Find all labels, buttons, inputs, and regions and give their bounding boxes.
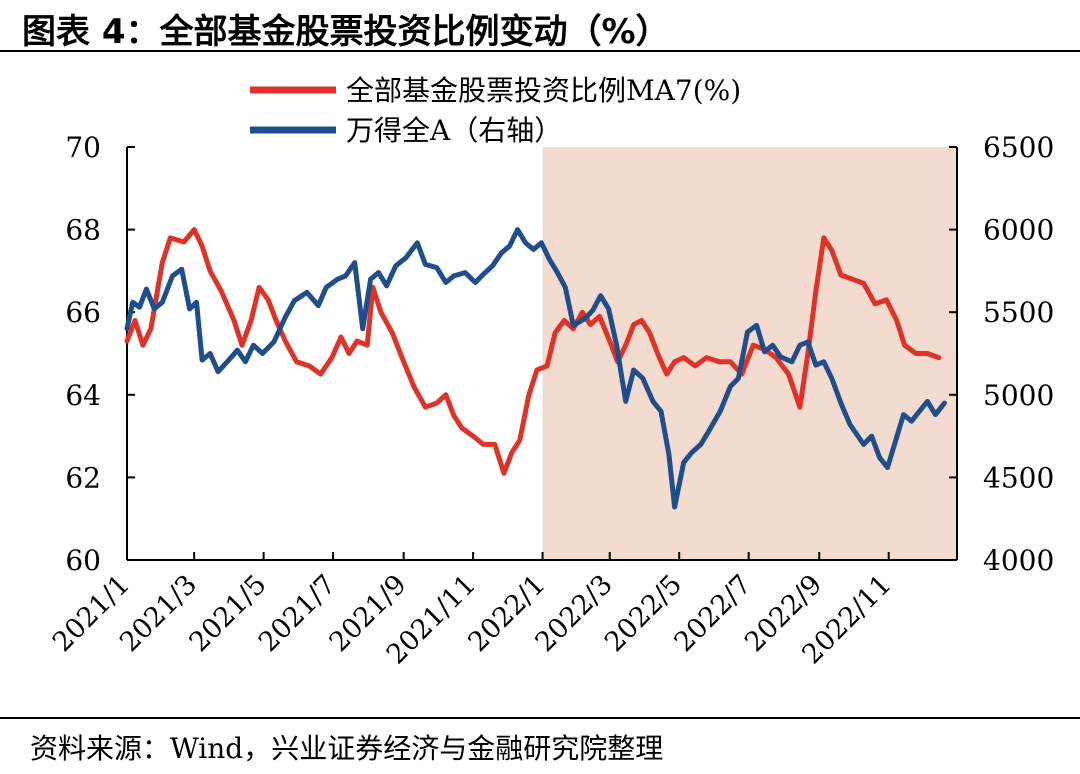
legend-label: 万得全A（右轴） — [346, 114, 562, 147]
x-tick-label: 2021/5 — [183, 569, 272, 658]
left-tick-label: 68 — [65, 214, 101, 247]
left-tick-label: 66 — [65, 296, 101, 329]
x-tick-label: 2022/7 — [669, 569, 758, 658]
fund-equity-ratio-line — [124, 227, 942, 476]
right-tick-label: 6000 — [983, 214, 1054, 247]
left-tick-label: 64 — [65, 379, 101, 412]
figure-title: 图表 4：全部基金股票投资比例变动（%） — [22, 12, 670, 52]
source-note: 资料来源：Wind，兴业证券经济与金融研究院整理 — [30, 732, 664, 765]
left-tick-label: 70 — [65, 131, 101, 164]
x-tick-label: 2021/7 — [253, 569, 342, 658]
title-rule — [0, 50, 1080, 52]
right-tick-label: 6500 — [983, 131, 1054, 164]
left-tick-label: 62 — [65, 461, 101, 494]
legend-label: 全部基金股票投资比例MA7(%) — [346, 74, 741, 107]
chart: 60 62 64 66 68 70 4000 4500 5000 5500 6000 6500 2021… — [47, 74, 1054, 670]
legend: 全部基金股票投资比例MA7(%) 万得全A（右轴） — [250, 74, 741, 147]
right-tick-label: 4500 — [983, 461, 1054, 494]
right-tick-label: 5500 — [983, 296, 1054, 329]
x-tick-label: 2022/5 — [599, 569, 688, 658]
left-tick-label: 60 — [65, 544, 101, 577]
right-tick-label: 5000 — [983, 379, 1054, 412]
series-lines — [124, 227, 947, 510]
wind-all-a-line — [124, 227, 947, 510]
bottom-rule — [0, 717, 1080, 719]
right-tick-label: 4000 — [983, 544, 1054, 577]
